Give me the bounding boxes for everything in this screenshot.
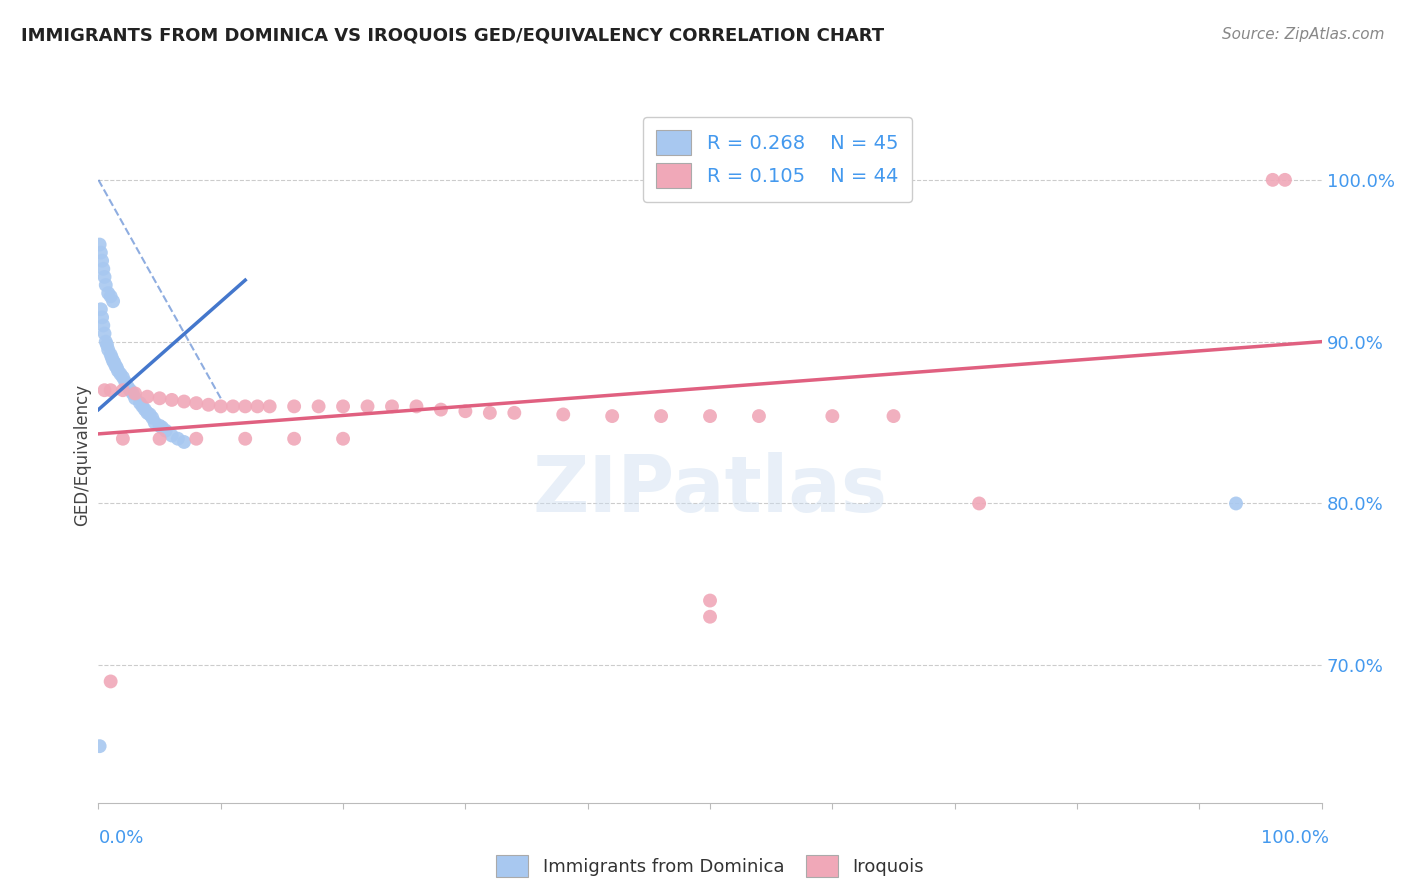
Point bbox=[149, 392, 172, 406]
Point bbox=[111, 432, 134, 446]
Point bbox=[129, 396, 152, 410]
Point bbox=[149, 432, 172, 446]
Point bbox=[134, 402, 156, 417]
Point bbox=[1261, 173, 1284, 187]
Point bbox=[967, 496, 990, 510]
Point bbox=[90, 245, 112, 260]
Point bbox=[91, 310, 114, 325]
Point bbox=[332, 432, 354, 446]
Point bbox=[222, 400, 245, 414]
Point bbox=[233, 400, 256, 414]
Point bbox=[405, 400, 427, 414]
Point bbox=[259, 400, 281, 414]
Point bbox=[89, 739, 111, 754]
Point bbox=[283, 432, 305, 446]
Point bbox=[97, 286, 120, 301]
Point bbox=[94, 334, 117, 349]
Point bbox=[100, 289, 122, 303]
Point bbox=[160, 392, 183, 407]
Point bbox=[699, 609, 721, 624]
Point bbox=[139, 408, 162, 422]
Point bbox=[136, 406, 159, 420]
Point bbox=[101, 294, 124, 309]
Point bbox=[111, 370, 134, 384]
Point bbox=[1225, 496, 1247, 510]
Point bbox=[186, 432, 208, 446]
Point bbox=[246, 400, 269, 414]
Point bbox=[136, 390, 159, 404]
Point bbox=[96, 338, 118, 352]
Point bbox=[131, 400, 153, 414]
Point bbox=[454, 404, 477, 418]
Point bbox=[103, 356, 125, 370]
Legend: Immigrants from Dominica, Iroquois: Immigrants from Dominica, Iroquois bbox=[488, 847, 932, 884]
Point bbox=[141, 410, 163, 425]
Point bbox=[89, 237, 111, 252]
Point bbox=[503, 406, 526, 420]
Point bbox=[650, 409, 672, 423]
Point bbox=[114, 375, 136, 389]
Point bbox=[356, 400, 378, 414]
Point bbox=[117, 380, 139, 394]
Point bbox=[233, 432, 256, 446]
Text: 0.0%: 0.0% bbox=[98, 829, 143, 847]
Point bbox=[100, 348, 122, 362]
Point bbox=[600, 409, 623, 423]
Point bbox=[105, 360, 128, 375]
Point bbox=[91, 261, 114, 276]
Point bbox=[381, 400, 404, 414]
Point bbox=[553, 408, 575, 422]
Point bbox=[97, 343, 120, 357]
Text: 100.0%: 100.0% bbox=[1261, 829, 1329, 847]
Point bbox=[167, 432, 190, 446]
Point bbox=[93, 383, 115, 397]
Point bbox=[699, 409, 721, 423]
Point bbox=[149, 418, 172, 433]
Point bbox=[332, 400, 354, 414]
Point bbox=[1274, 173, 1296, 187]
Point bbox=[283, 400, 305, 414]
Point bbox=[748, 409, 770, 423]
Point bbox=[111, 383, 134, 397]
Point bbox=[430, 402, 453, 417]
Point bbox=[173, 434, 195, 449]
Point bbox=[821, 409, 844, 423]
Point bbox=[478, 406, 501, 420]
Point bbox=[121, 386, 143, 401]
Point bbox=[308, 400, 330, 414]
Point bbox=[699, 593, 721, 607]
Point bbox=[883, 409, 905, 423]
Y-axis label: GED/Equivalency: GED/Equivalency bbox=[73, 384, 91, 526]
Point bbox=[107, 364, 129, 378]
Point bbox=[155, 424, 177, 438]
Point bbox=[173, 394, 195, 409]
Point bbox=[197, 398, 219, 412]
Point bbox=[120, 383, 142, 397]
Point bbox=[100, 383, 122, 397]
Point bbox=[94, 278, 117, 293]
Point bbox=[100, 674, 122, 689]
Point bbox=[93, 326, 115, 341]
Point bbox=[186, 396, 208, 410]
Text: ZIPatlas: ZIPatlas bbox=[533, 451, 887, 528]
Point bbox=[110, 367, 132, 381]
Point bbox=[101, 351, 124, 365]
Point bbox=[209, 400, 232, 414]
Point bbox=[160, 428, 183, 442]
Point bbox=[93, 269, 115, 284]
Point bbox=[101, 354, 124, 368]
Point bbox=[90, 302, 112, 317]
Point bbox=[91, 318, 114, 333]
Point bbox=[124, 392, 146, 406]
Point bbox=[143, 416, 166, 430]
Text: Source: ZipAtlas.com: Source: ZipAtlas.com bbox=[1222, 27, 1385, 42]
Text: IMMIGRANTS FROM DOMINICA VS IROQUOIS GED/EQUIVALENCY CORRELATION CHART: IMMIGRANTS FROM DOMINICA VS IROQUOIS GED… bbox=[21, 27, 884, 45]
Point bbox=[150, 420, 173, 434]
Point bbox=[104, 359, 127, 373]
Point bbox=[91, 253, 114, 268]
Point bbox=[124, 386, 146, 401]
